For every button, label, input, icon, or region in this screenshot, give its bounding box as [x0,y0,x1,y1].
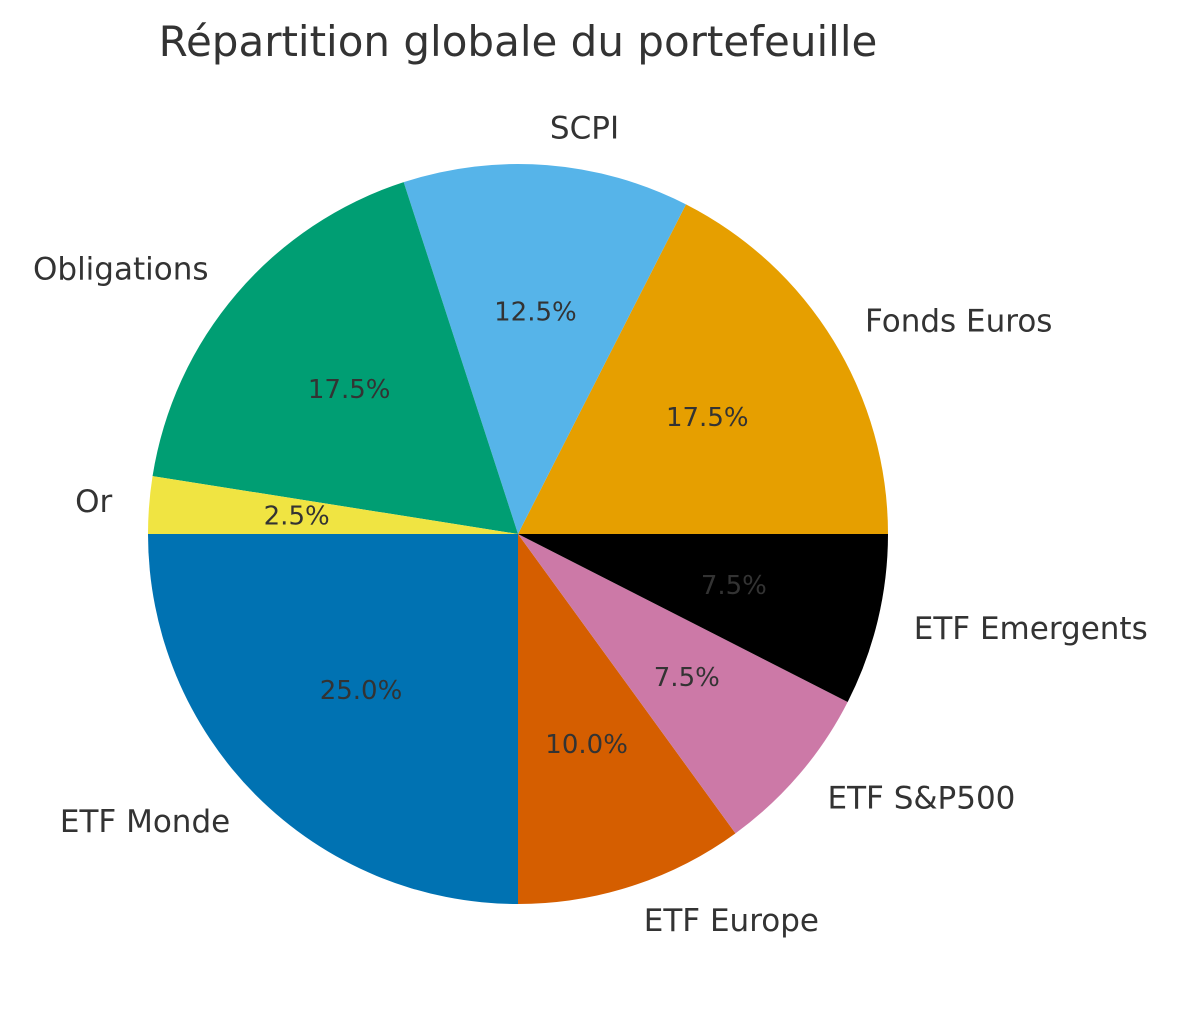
pie-percent-labels: 17.5% 12.5% 17.5% 2.5% 25.0% 10.0% 7.5% 7.5% [264,298,767,760]
slice-label-etf-sandp500: ETF S&P500 [827,780,1015,816]
pie-slice-or [148,476,518,534]
slice-label-scpi: SCPI [550,110,619,146]
slice-label-or: Or [75,484,112,520]
pie-slices [148,164,888,904]
pie-slice-etf-monde [148,534,518,904]
pie-slice-obligations [152,182,519,535]
percent-label-obligations: 17.5% [308,375,391,405]
percent-label-fonds-euros: 17.5% [666,403,749,433]
slice-label-etf-monde: ETF Monde [60,804,230,840]
percent-label-etf-sandp500: 7.5% [654,663,720,693]
pie-slice-labels: Fonds Euros SCPI Obligations Or ETF Monde ETF… [33,110,1148,939]
percent-label-etf-emergents: 7.5% [701,571,767,601]
slice-label-fonds-euros: Fonds Euros [865,303,1052,339]
pie-slice-etf-emergents [518,534,888,702]
percent-label-etf-europe: 10.0% [545,730,628,760]
percent-label-scpi: 12.5% [494,298,577,328]
slice-label-obligations: Obligations [33,252,209,288]
percent-label-etf-monde: 25.0% [320,676,403,706]
pie-slice-etf-europe [518,534,736,904]
slice-label-etf-emergents: ETF Emergents [914,611,1148,647]
pie-slice-fonds-euros [518,204,888,535]
percent-label-or: 2.5% [264,502,330,532]
pie-slice-scpi [403,164,686,534]
slice-label-etf-europe: ETF Europe [644,903,819,939]
chart-title: Répartition globale du portefeuille [159,17,878,66]
pie-slice-etf-sandp500 [518,534,848,834]
